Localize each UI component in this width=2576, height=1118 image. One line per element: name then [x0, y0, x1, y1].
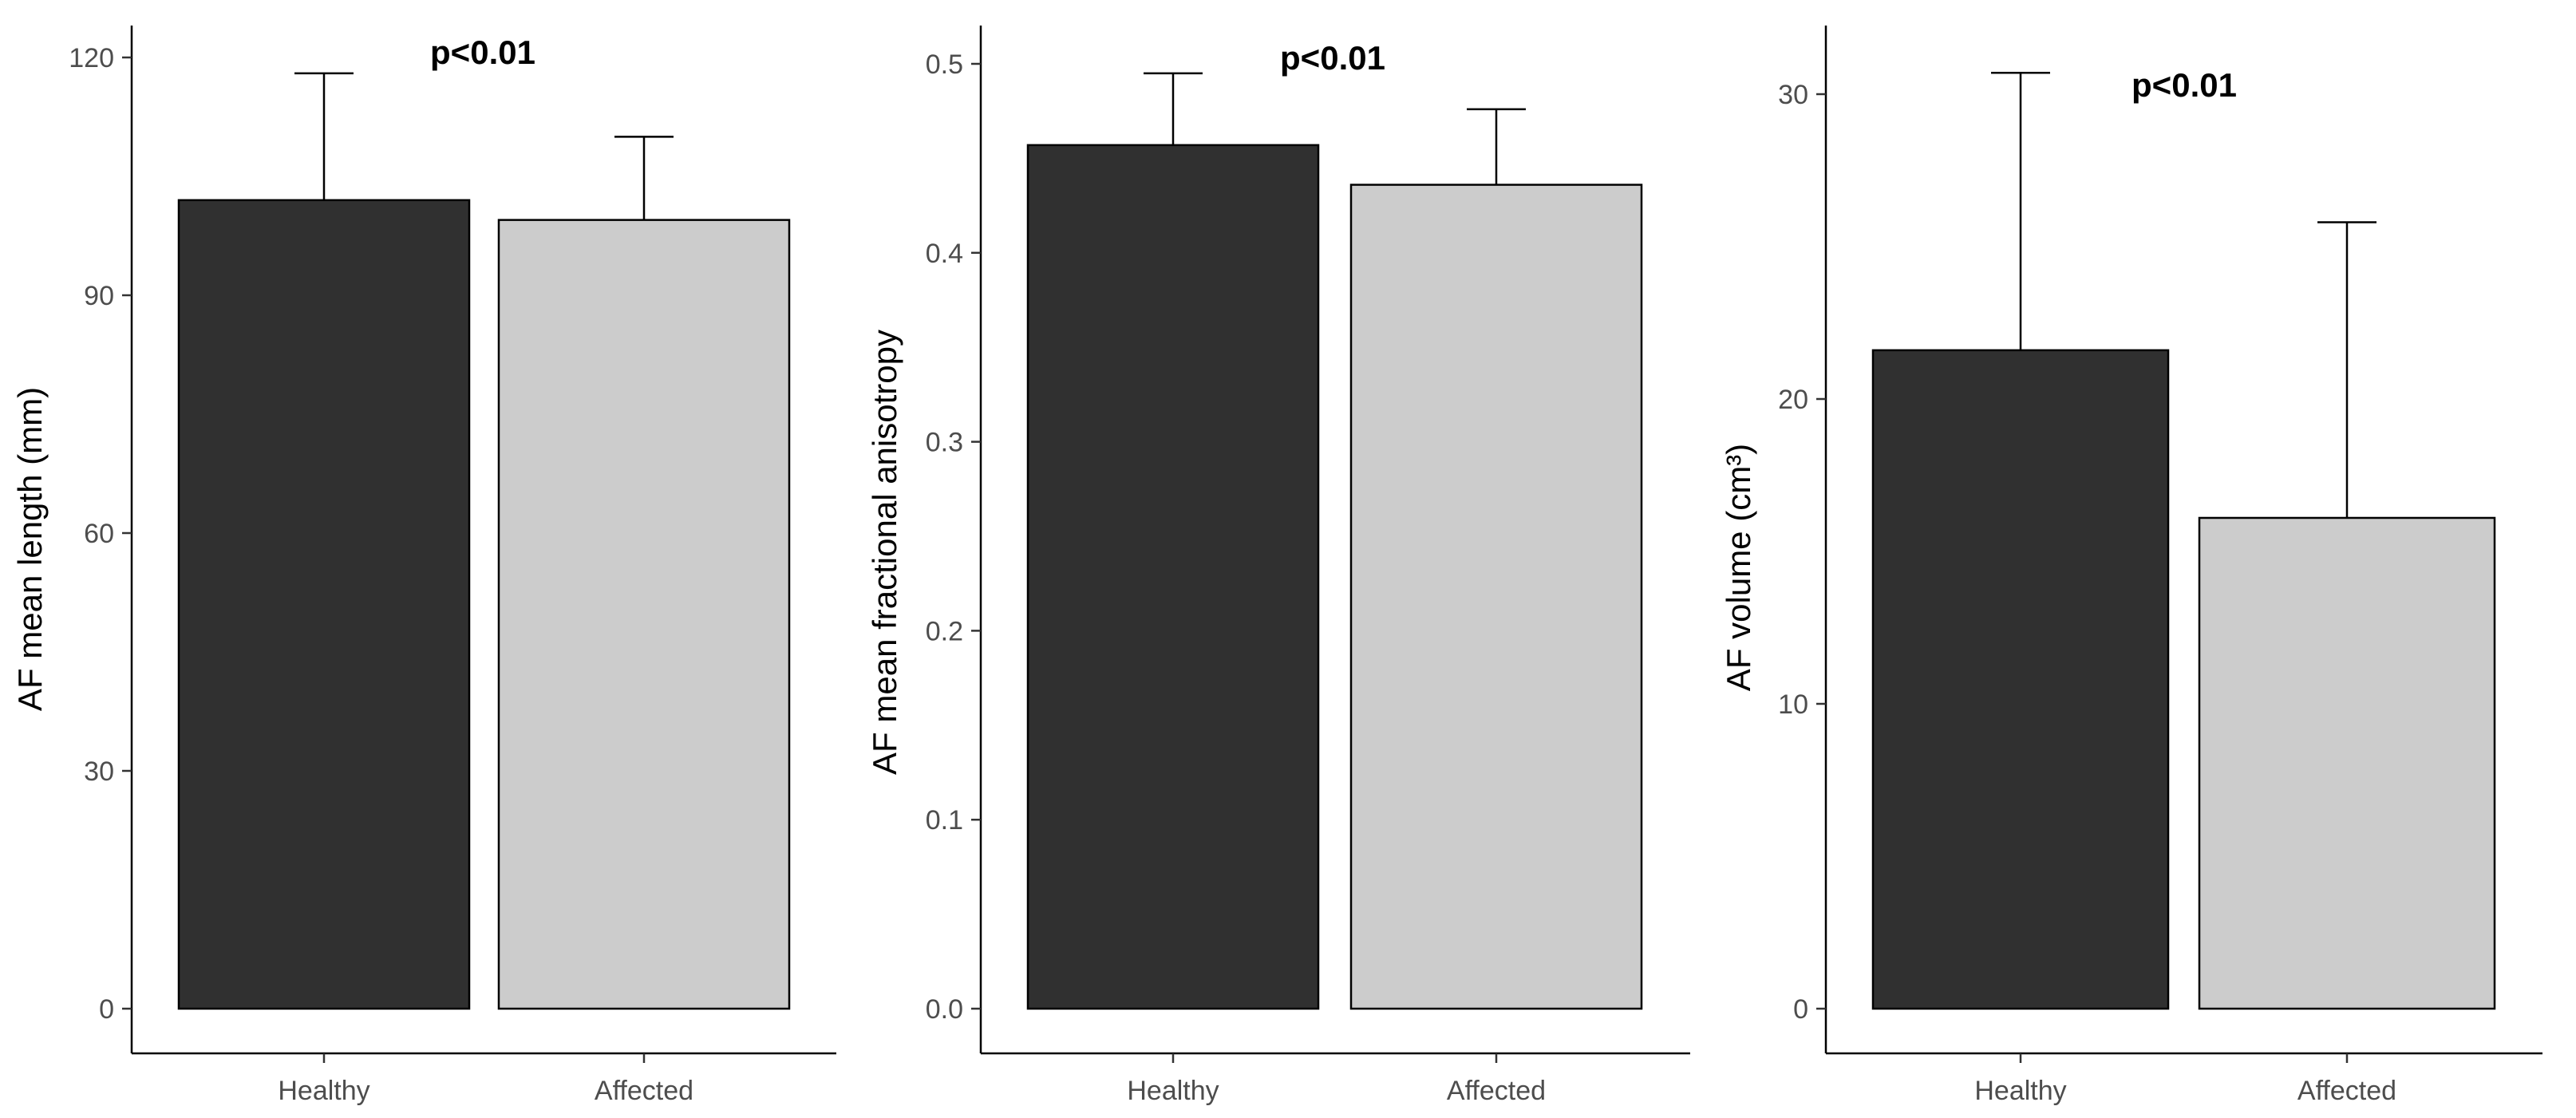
- x-tick-label: Affected: [595, 1076, 693, 1106]
- y-tick-label: 30: [1778, 80, 1808, 110]
- x-tick-label: Affected: [1447, 1076, 1546, 1106]
- y-tick-label: 30: [84, 757, 114, 787]
- p-value-annotation: p<0.01: [430, 34, 535, 71]
- y-tick-label: 10: [1778, 689, 1808, 720]
- x-tick-label: Affected: [2297, 1076, 2396, 1106]
- y-tick-label: 120: [69, 43, 114, 73]
- y-tick-label: 0.4: [926, 239, 963, 269]
- p-value-annotation: p<0.01: [1280, 39, 1385, 77]
- y-tick-label: 0.0: [926, 994, 963, 1025]
- bar-healthy: [1871, 349, 2170, 1010]
- y-axis-title: AF mean length (mm): [11, 387, 49, 711]
- p-value-annotation: p<0.01: [2132, 66, 2237, 104]
- chart-panel-1: 0 30 60 90 120 Healthy Affected p<0.01 AF mean l…: [11, 26, 836, 1106]
- x-tick-label: Healthy: [1127, 1076, 1219, 1106]
- y-tick-label: 0.1: [926, 805, 963, 836]
- bar-affected: [1349, 184, 1643, 1010]
- x-tick-label: Healthy: [1974, 1076, 2066, 1106]
- y-tick-label: 20: [1778, 385, 1808, 415]
- bar-affected: [2198, 516, 2496, 1010]
- y-axis-title: AF mean fractional anisotropy: [866, 330, 903, 775]
- y-tick-label: 90: [84, 281, 114, 311]
- bar-healthy: [1026, 144, 1320, 1010]
- y-tick-label: 0: [99, 994, 114, 1025]
- bar-affected: [497, 219, 791, 1010]
- y-tick-label: 0: [1793, 994, 1808, 1025]
- y-tick-label: 60: [84, 519, 114, 549]
- y-axis-title: AF volume (cm³): [1720, 444, 1757, 691]
- chart-panel-2: 0.0 0.1 0.2 0.3 0.4 0.5 Healthy Affected p<0.01 A…: [866, 26, 1690, 1106]
- x-tick-label: Healthy: [278, 1076, 369, 1106]
- y-tick-label: 0.2: [926, 616, 963, 646]
- chart-panel-3: 0 10 20 30 Healthy Affected p<0.01 AF volume (c…: [1720, 26, 2542, 1106]
- y-tick-label: 0.5: [926, 49, 963, 80]
- bar-healthy: [177, 199, 471, 1010]
- y-tick-label: 0.3: [926, 428, 963, 458]
